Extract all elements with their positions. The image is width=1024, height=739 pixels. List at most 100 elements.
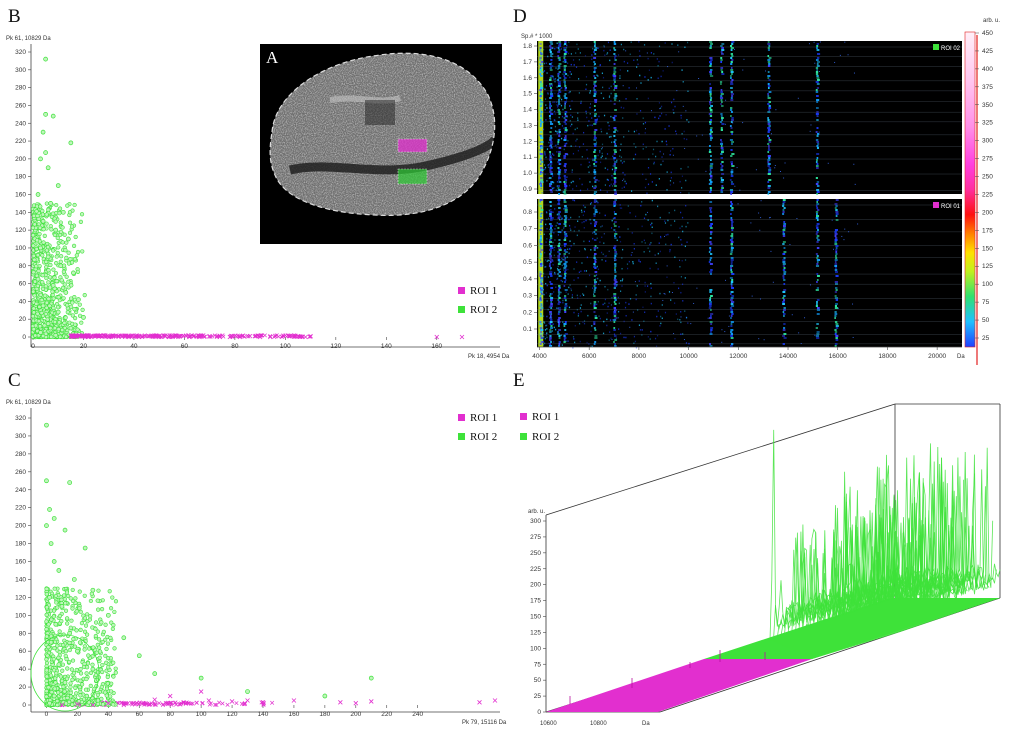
roi2-point — [53, 621, 59, 627]
peak-stripe — [783, 267, 786, 269]
peak-stripe — [539, 315, 543, 317]
d-colorbar-tick-label: 100 — [982, 281, 993, 288]
peak-stripe — [549, 189, 553, 191]
roi1-point — [187, 334, 192, 340]
peak-stripe — [767, 173, 771, 175]
roi2-point — [67, 630, 73, 636]
x-tick-label: 60 — [136, 711, 144, 718]
peak-stripe — [550, 287, 554, 289]
peak-stripe — [558, 207, 561, 209]
peak-stripe — [709, 129, 713, 131]
peak-stripe — [768, 63, 771, 65]
peak-stripe — [557, 313, 560, 315]
peak-stripe — [550, 93, 553, 95]
peak-stripe — [564, 123, 567, 125]
peak-stripe — [710, 313, 714, 315]
peak-stripe — [593, 327, 596, 329]
c-legend: ROI 1 ROI 2 — [458, 412, 497, 443]
peak-stripe — [593, 87, 595, 89]
peak-stripe — [594, 129, 598, 131]
peak-stripe — [539, 339, 542, 341]
peak-stripe — [730, 257, 734, 259]
peak-stripe — [816, 43, 819, 45]
y-tick-label: 120 — [15, 594, 26, 601]
peak-stripe — [815, 139, 819, 141]
peak-stripe — [564, 295, 567, 297]
y-tick-label: 160 — [15, 192, 26, 199]
peak-stripe — [783, 299, 786, 301]
b-y-ticks: 0 20 40 60 80 100 120 140 160 180 200 220 240 260 280 3… — [15, 49, 31, 341]
peak-stripe — [614, 191, 617, 193]
e-y-axis-label: arb. u. — [528, 509, 545, 515]
peak-stripe — [613, 165, 616, 167]
peak-stripe — [614, 169, 617, 171]
peak-stripe — [782, 213, 785, 215]
peak-stripe — [815, 59, 819, 61]
peak-stripe — [563, 181, 566, 183]
roi2-point — [136, 653, 142, 659]
peak-stripe — [549, 233, 552, 235]
peak-stripe — [593, 133, 596, 135]
peak-stripe — [709, 231, 713, 233]
peak-stripe — [835, 205, 838, 207]
peak-stripe — [613, 79, 616, 81]
roi1-point — [206, 698, 212, 703]
peak-stripe — [539, 237, 543, 239]
peak-stripe — [835, 209, 838, 211]
x-tick-label: 20 — [80, 343, 88, 350]
peak-stripe — [550, 191, 553, 193]
d-y-ticks: 0.9 1.0 1.1 1.2 1.3 1.4 1.5 1.6 1.7 1.8 0.1 0.2 0.3 0… — [523, 43, 537, 333]
x-tick-label: 180 — [319, 711, 330, 718]
y-tick-label: 0 — [22, 334, 26, 341]
peak-stripe — [709, 243, 713, 245]
roi2-point — [43, 56, 48, 62]
peak-stripe — [540, 131, 543, 133]
peak-stripe — [720, 115, 723, 117]
peak-stripe — [563, 263, 567, 265]
y-tick-label: 260 — [15, 102, 26, 109]
peak-stripe — [816, 87, 820, 89]
peak-stripe — [558, 89, 561, 91]
peak-stripe — [613, 75, 617, 77]
peak-stripe — [815, 211, 819, 213]
peak-stripe — [557, 75, 560, 77]
peak-stripe — [709, 169, 712, 171]
c-y-axis-label: Pk 61, 10829 Da — [6, 400, 51, 406]
peak-stripe — [593, 165, 597, 167]
peak-stripe — [709, 101, 711, 103]
peak-stripe — [539, 263, 543, 265]
peak-stripe — [564, 211, 568, 213]
y-tick-label: 180 — [15, 174, 26, 181]
roi2-point — [43, 150, 48, 155]
roi2-point — [68, 325, 74, 331]
peak-stripe — [549, 261, 552, 263]
peak-stripe — [613, 201, 617, 203]
peak-stripe — [557, 319, 560, 321]
peak-stripe — [709, 123, 712, 125]
peak-stripe — [614, 185, 617, 187]
peak-stripe — [540, 331, 542, 333]
peak-stripe — [731, 229, 734, 231]
peak-stripe — [709, 167, 713, 169]
d-colorbar-tick-label: 375 — [982, 84, 993, 91]
peak-stripe — [539, 213, 542, 215]
roi2-point — [47, 595, 52, 600]
peak-stripe — [835, 323, 839, 325]
peak-stripe — [730, 259, 734, 261]
y-tick-label: 220 — [15, 505, 26, 512]
peak-stripe — [558, 285, 561, 287]
peak-stripe — [593, 247, 597, 249]
peak-stripe — [614, 85, 618, 87]
peak-stripe — [563, 95, 566, 97]
peak-stripe — [563, 215, 567, 217]
y-tick-label: 100 — [15, 245, 26, 252]
peak-stripe — [549, 263, 551, 265]
peak-stripe — [593, 193, 596, 195]
peak-stripe — [548, 345, 553, 347]
peak-stripe — [550, 123, 554, 125]
peak-stripe — [709, 149, 711, 151]
peak-stripe — [709, 57, 713, 59]
peak-stripe — [768, 91, 772, 93]
peak-stripe — [564, 113, 567, 115]
peak-stripe — [815, 327, 818, 329]
